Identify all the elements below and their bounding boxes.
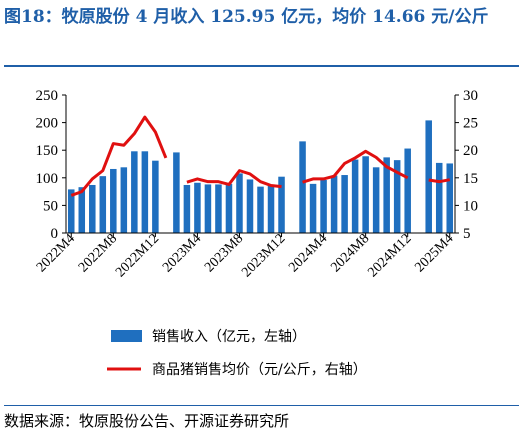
price-line-segment-2: [186, 169, 282, 189]
bar-2023M6: [215, 184, 222, 233]
bar-2023M5: [204, 184, 212, 233]
price-line-segment-4: [428, 178, 451, 184]
legend-label-price: 商品猪销售均价（元/公斤，右轴）: [152, 362, 367, 378]
source-note: 数据来源：牧原股份公告、开源证券研究所: [4, 412, 290, 430]
legend-label-revenue: 销售收入（亿元，左轴）: [152, 329, 306, 345]
bar-2024M8: [362, 156, 369, 233]
x-tick-label: 2022M12: [113, 231, 162, 280]
bar-2024M2: [299, 141, 306, 233]
legend-swatch-bar: [111, 330, 142, 342]
bar-2023M9: [246, 179, 254, 233]
right-tick-label: 25: [463, 116, 478, 132]
bar-2023M4: [194, 182, 201, 233]
bar-2023M11: [267, 184, 275, 233]
right-tick-label: 15: [463, 171, 478, 187]
bar-2022M5: [78, 187, 86, 233]
bar-2023M10: [257, 186, 264, 233]
bar-2025M2: [425, 120, 432, 233]
left-tick-label: 250: [36, 88, 59, 104]
bar-2022M4: [67, 189, 75, 233]
bar-2024M6: [341, 175, 348, 233]
bar-2024M5: [330, 175, 338, 233]
bar-2023M7: [225, 183, 233, 233]
right-tick-label: 20: [463, 143, 478, 159]
bar-2022M6: [89, 184, 96, 233]
bar-2023M3: [183, 184, 191, 233]
right-tick-label: 10: [463, 198, 478, 214]
bar-2022M12: [152, 160, 159, 233]
bar-2022M10: [131, 151, 138, 233]
right-tick-label: 5: [463, 226, 471, 242]
bar-2025M3: [435, 162, 443, 233]
line-series-price: [70, 115, 451, 197]
x-tick-label: 2024M4: [286, 231, 330, 275]
left-tick-label: 0: [51, 226, 59, 242]
title-divider: [4, 65, 519, 67]
price-line-segment-1: [70, 115, 168, 197]
bar-2022M8: [110, 168, 117, 233]
left-tick-label: 50: [43, 198, 58, 214]
bar-2024M11: [393, 160, 401, 233]
x-tick-label: 2024M12: [365, 231, 414, 280]
chart-legend: 销售收入（亿元，左轴） 商品猪销售均价（元/公斤，右轴）: [107, 329, 367, 378]
revenue-price-chart: 050100150200250510152025302022M42022M820…: [34, 88, 478, 378]
source-divider: [4, 405, 519, 406]
bar-2023M8: [236, 173, 243, 233]
bar-2024M3: [309, 183, 317, 233]
bar-2023M2: [173, 152, 180, 233]
bar-2024M9: [372, 167, 380, 233]
bar-series-revenue: [67, 120, 454, 233]
bar-2022M11: [141, 151, 149, 233]
price-line-segment-3: [302, 149, 409, 184]
bar-2024M4: [320, 180, 327, 233]
bar-2022M9: [120, 167, 128, 233]
bar-2023M12: [278, 176, 285, 233]
bar-2025M4: [446, 163, 454, 233]
bar-2024M12: [404, 148, 411, 233]
x-tick-label: 2023M12: [239, 231, 288, 280]
bar-2024M10: [383, 157, 390, 233]
x-tick-label: 2025M4: [412, 231, 456, 275]
x-tick-label: 2023M4: [160, 231, 204, 275]
chart-title: 图18：牧原股份 4 月收入 125.95 亿元，均价 14.66 元/公斤: [4, 7, 489, 27]
right-tick-label: 30: [463, 88, 478, 104]
bar-2022M7: [99, 176, 107, 233]
bar-2024M7: [351, 159, 359, 233]
left-tick-label: 100: [36, 171, 59, 187]
left-tick-label: 150: [36, 143, 59, 159]
left-tick-label: 200: [36, 116, 59, 132]
